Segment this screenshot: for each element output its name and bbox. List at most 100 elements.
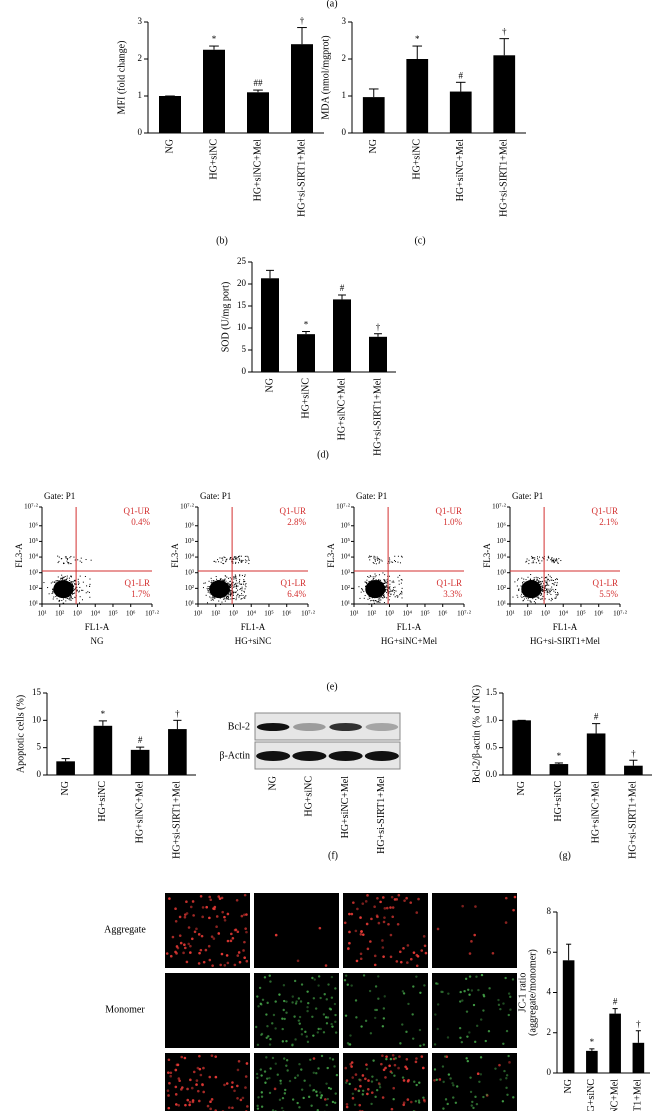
error-bar: [566, 943, 572, 961]
event-dot: [63, 563, 65, 565]
cell-dot: [373, 905, 376, 909]
event-dot: [401, 597, 403, 599]
cell-dot: [187, 942, 191, 946]
event-dot: [72, 593, 74, 595]
cell-dot: [331, 1100, 335, 1104]
event-dot: [230, 586, 232, 588]
event-dot: [554, 597, 556, 599]
event-dot: [391, 581, 393, 583]
event-dot: [66, 577, 68, 579]
event-dot: [526, 558, 528, 560]
event-dot: [234, 584, 236, 586]
cell-dot: [245, 913, 248, 916]
event-dot: [529, 579, 531, 581]
event-dot: [229, 558, 231, 560]
cell-dot: [233, 928, 237, 932]
error-bar: [266, 269, 274, 279]
micrograph-cell: [254, 893, 339, 968]
event-dot: [530, 578, 532, 580]
cell-dot: [369, 940, 372, 943]
cell-dot: [271, 1022, 274, 1025]
cell-dot: [320, 1054, 324, 1058]
cell-dot: [384, 1066, 387, 1070]
cell-dot: [317, 1067, 320, 1070]
error-bar: [374, 333, 382, 337]
cell-dot: [361, 1074, 365, 1077]
error-bar: [612, 1008, 618, 1014]
event-dot: [373, 557, 375, 559]
event-dot: [66, 558, 68, 560]
event-dot: [526, 560, 528, 562]
event-dot: [71, 584, 73, 586]
cell-dot: [482, 993, 485, 997]
event-dot: [532, 560, 534, 562]
event-dot: [71, 581, 73, 583]
y-tick-label: 10³: [29, 568, 38, 576]
cell-dot: [208, 958, 212, 962]
cell-dot: [378, 1086, 382, 1089]
event-dot: [533, 562, 535, 564]
cell-dot: [370, 1102, 373, 1106]
event-dot: [76, 589, 78, 591]
x-tick-label: HG+si-SIRT1+Mel: [628, 781, 639, 859]
cell-dot: [370, 1080, 374, 1083]
cell-dot: [382, 896, 385, 899]
cell-dot: [183, 943, 186, 947]
cell-dot: [467, 988, 470, 991]
event-dot: [212, 598, 214, 600]
event-dot: [393, 592, 395, 594]
event-dot: [377, 557, 379, 559]
cell-dot: [376, 915, 379, 919]
event-dot: [233, 586, 235, 588]
event-dot: [541, 576, 543, 578]
cell-dot: [298, 1106, 301, 1109]
event-dot: [401, 556, 403, 558]
x-tick-label: 10²: [55, 610, 64, 618]
event-dot: [557, 594, 559, 596]
x-tick-label: HG+si-SIRT1+Mel: [296, 139, 307, 217]
cell-dot: [397, 1066, 400, 1070]
cell-dot: [334, 987, 337, 990]
cell-dot: [465, 1057, 468, 1060]
cell-dot: [197, 933, 201, 936]
cell-dot: [199, 894, 203, 898]
event-dot: [230, 584, 232, 586]
cell-dot: [272, 1013, 276, 1017]
cell-dot: [442, 1080, 445, 1084]
cell-dot: [177, 1103, 181, 1107]
event-dot: [554, 559, 556, 561]
event-dot: [232, 558, 234, 560]
cell-dot: [480, 1018, 483, 1021]
event-dot: [223, 597, 225, 599]
y-tick-label: 3: [342, 16, 347, 26]
cell-dot: [322, 1013, 326, 1016]
event-dot: [377, 559, 379, 561]
cell-dot: [178, 934, 182, 937]
event-dot: [222, 559, 224, 561]
event-dot: [240, 594, 242, 596]
cell-dot: [414, 1100, 418, 1103]
bar: [362, 97, 385, 133]
x-tick-label: 10⁴: [402, 610, 412, 618]
event-dot: [71, 583, 73, 585]
cell-dot: [385, 1057, 388, 1061]
cell-dot: [294, 1076, 297, 1080]
event-dot: [546, 589, 548, 591]
cell-dot: [231, 936, 235, 940]
event-dot: [551, 557, 553, 559]
event-dot: [551, 579, 553, 581]
significance-mark: #: [340, 283, 345, 293]
x-tick-label: NG: [60, 781, 71, 795]
cell-dot: [326, 1016, 330, 1019]
cell-dot: [208, 1075, 212, 1079]
cell-dot: [494, 1067, 497, 1070]
event-dot: [70, 596, 72, 598]
cell-dot: [359, 952, 363, 956]
event-dot: [383, 594, 385, 596]
event-dot: [70, 581, 72, 583]
cell-dot: [188, 1103, 191, 1107]
event-dot: [52, 588, 54, 590]
cell-dot: [423, 984, 426, 987]
cell-dot: [202, 1090, 206, 1094]
cell-dot: [415, 964, 419, 968]
